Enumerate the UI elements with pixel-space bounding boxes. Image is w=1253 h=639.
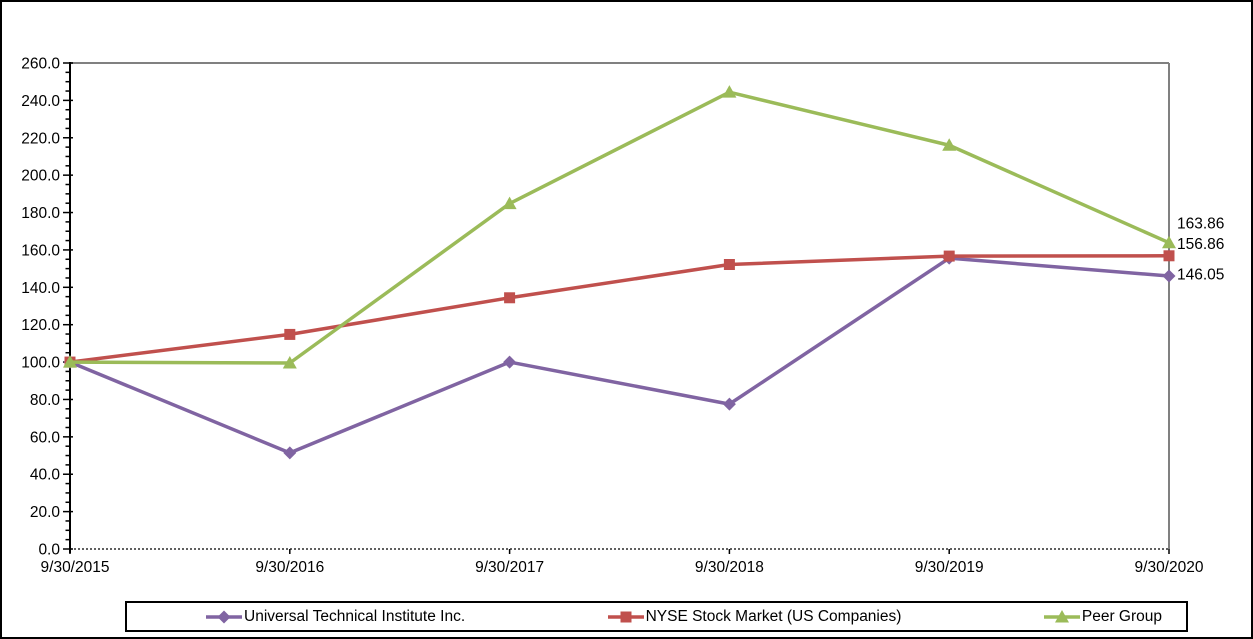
series-line	[69, 254, 1170, 364]
end-value-labels: 163.86 156.86 146.05	[1177, 216, 1224, 284]
diamond-marker-icon	[217, 610, 231, 623]
series-line	[69, 256, 1170, 455]
triangle-marker-icon	[1043, 609, 1080, 622]
triangle-marker-icon	[1054, 609, 1069, 622]
triangle-marker-icon	[282, 356, 297, 369]
end-value-label: 146.05	[1177, 266, 1224, 283]
plot-border	[70, 62, 1170, 549]
end-value-label: 156.86	[1177, 236, 1224, 253]
legend-label: NYSE Stock Market (US Companies)	[645, 607, 902, 625]
y-tick-label: 120.0	[21, 317, 60, 334]
square-marker-icon	[620, 611, 632, 622]
series-peer-group	[63, 85, 1176, 369]
legend-item-nyse-stock-market: NYSE Stock Market (US Companies)	[607, 607, 902, 626]
square-marker-icon	[723, 259, 735, 271]
y-tick-label: 180.0	[21, 205, 60, 222]
diamond-marker-icon	[1162, 269, 1176, 283]
square-marker-icon	[943, 250, 955, 262]
x-tick-label: 9/30/2017	[475, 559, 544, 576]
x-tick-label: 9/30/2020	[1135, 559, 1204, 576]
square-marker-icon	[504, 292, 516, 304]
legend-label: Universal Technical Institute Inc.	[244, 607, 466, 625]
diamond-marker-icon	[503, 355, 517, 369]
y-tick-label: 80.0	[30, 392, 61, 409]
diamond-marker-icon	[283, 446, 297, 460]
legend-label: Peer Group	[1081, 607, 1162, 625]
end-value-label: 163.86	[1177, 216, 1224, 233]
y-axis: 0.0 20.0 40.0 60.0 80.0 100.0 120.0 140.0 160.0 1…	[21, 56, 73, 559]
y-tick-label: 100.0	[21, 355, 60, 372]
y-tick-label: 220.0	[21, 130, 60, 147]
triangle-marker-icon	[1162, 235, 1176, 249]
y-tick-label: 40.0	[30, 467, 61, 484]
square-marker-icon	[1163, 250, 1175, 262]
x-tick-label: 9/30/2018	[695, 559, 764, 576]
triangle-marker-icon	[502, 196, 517, 210]
triangle-marker-icon	[722, 85, 737, 98]
square-marker-icon	[607, 611, 644, 622]
y-tick-label: 0.0	[38, 542, 60, 559]
triangle-marker-icon	[63, 355, 77, 368]
square-marker-icon	[284, 328, 296, 340]
y-tick-label: 240.0	[21, 93, 60, 110]
series-line	[69, 90, 1170, 365]
y-tick-label: 140.0	[21, 280, 60, 297]
legend-item-universal-technical-institute: Universal Technical Institute Inc.	[205, 608, 465, 626]
triangle-marker-icon	[942, 138, 957, 151]
y-tick-label: 260.0	[21, 56, 60, 73]
diamond-marker-icon	[206, 610, 242, 623]
x-tick-label: 9/30/2015	[41, 559, 110, 576]
legend-item-peer-group: Peer Group	[1043, 608, 1162, 626]
x-tick-label: 9/30/2016	[255, 559, 324, 576]
y-tick-label: 20.0	[30, 504, 61, 521]
x-tick-label: 9/30/2019	[915, 559, 984, 576]
y-tick-label: 200.0	[21, 168, 60, 185]
diamond-marker-icon	[722, 397, 736, 411]
series-nyse-stock-market-us-companies	[64, 250, 1175, 368]
chart-legend: Universal Technical Institute Inc. NYSE …	[125, 601, 1188, 632]
y-tick-label: 60.0	[30, 429, 61, 446]
x-axis: 9/30/2015 9/30/2016 9/30/2017 9/30/2018 9/30…	[41, 548, 1204, 576]
y-tick-label: 160.0	[21, 242, 60, 259]
